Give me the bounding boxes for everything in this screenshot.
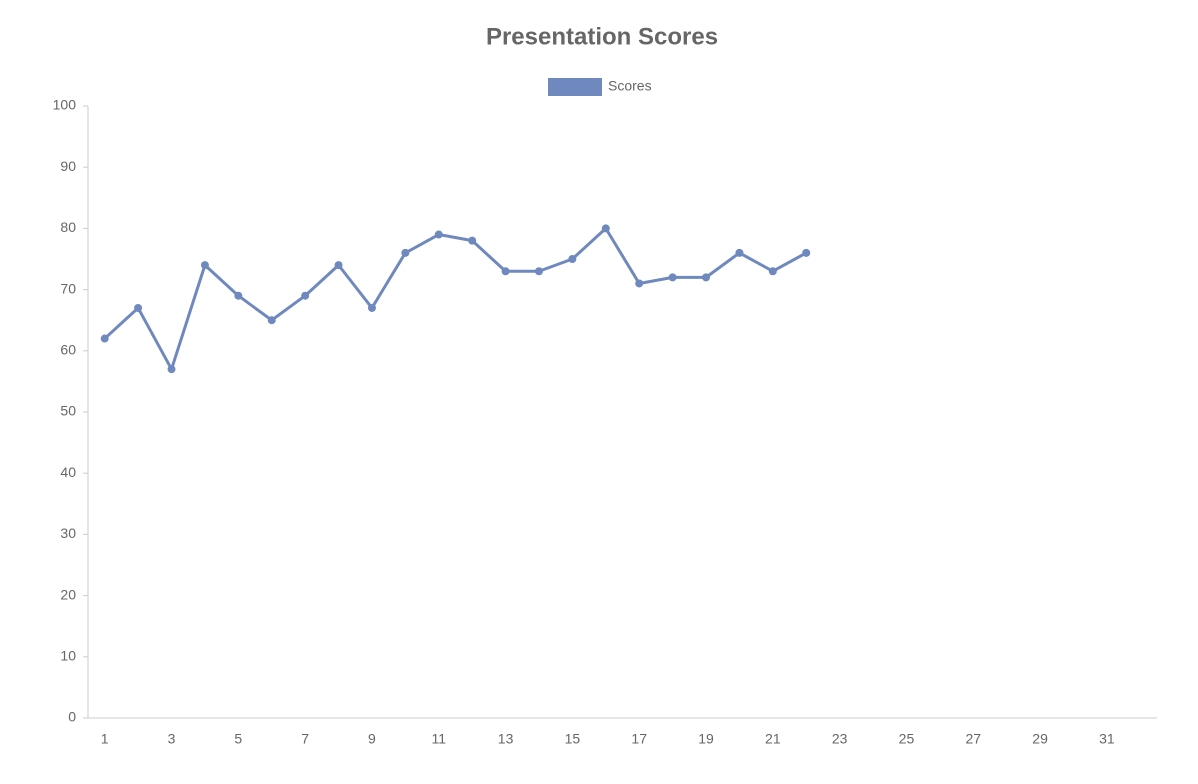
y-tick-label: 70: [60, 280, 76, 296]
x-tick-label: 9: [368, 731, 376, 747]
x-tick-label: 13: [498, 731, 514, 747]
data-point: [568, 255, 577, 263]
y-tick-label: 0: [68, 709, 76, 725]
x-tick-label: 23: [832, 731, 848, 747]
data-point: [702, 273, 711, 282]
y-tick-label: 100: [53, 97, 77, 113]
data-point: [668, 273, 677, 282]
x-tick-label: 25: [899, 731, 915, 747]
data-point: [735, 248, 744, 257]
series-line: [103, 226, 807, 371]
data-point: [234, 291, 243, 300]
x-tick-label: 27: [965, 731, 981, 747]
y-tick-label: 30: [60, 525, 76, 541]
y-tick-label: 80: [60, 219, 76, 235]
data-point: [367, 303, 376, 312]
data-point: [301, 291, 310, 300]
x-tick-label: 21: [765, 731, 781, 747]
data-point: [167, 365, 176, 374]
x-tick-label: 1: [101, 731, 109, 747]
data-point: [802, 248, 811, 257]
data-point: [100, 334, 109, 343]
data-point: [635, 279, 644, 288]
x-tick-label: 11: [431, 731, 446, 747]
data-point: [768, 267, 777, 276]
y-tick-label: 10: [60, 648, 76, 664]
data-point: [267, 316, 276, 325]
x-tick-label: 17: [631, 731, 647, 747]
x-tick-label: 7: [301, 731, 309, 747]
legend-swatch: [548, 78, 602, 96]
data-point: [134, 303, 143, 312]
chart-title: Presentation Scores: [486, 23, 718, 50]
legend-label: Scores: [608, 78, 652, 94]
data-point: [501, 267, 510, 276]
x-tick-label: 3: [168, 731, 176, 747]
y-tick-label: 40: [60, 464, 76, 480]
data-point: [434, 230, 443, 239]
y-tick-label: 50: [60, 403, 76, 419]
x-tick-label: 19: [698, 731, 714, 747]
data-point: [601, 224, 610, 233]
data-point: [468, 236, 477, 245]
data-point: [534, 267, 543, 276]
y-tick-label: 90: [60, 158, 76, 174]
x-tick-label: 15: [565, 731, 581, 747]
y-tick-label: 60: [60, 342, 76, 358]
data-point: [401, 248, 410, 257]
data-point: [200, 261, 209, 270]
data-point: [334, 261, 343, 270]
x-tick-label: 5: [234, 731, 242, 747]
x-tick-label: 31: [1099, 731, 1115, 747]
y-tick-label: 20: [60, 586, 76, 602]
x-tick-label: 29: [1032, 731, 1048, 747]
